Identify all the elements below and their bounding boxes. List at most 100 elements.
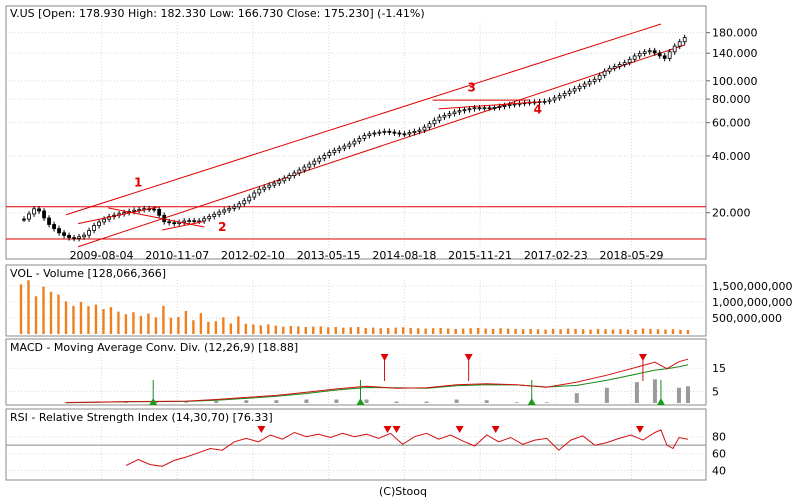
volume-bar: [222, 317, 225, 334]
volume-bar: [634, 329, 637, 334]
volume-bar: [671, 329, 675, 334]
rsi-ytick-label: 40: [712, 465, 726, 478]
volume-bar: [27, 280, 30, 334]
volume-bar: [372, 327, 375, 334]
candle-body: [437, 116, 442, 121]
x-tick-label: 2010-11-07: [145, 249, 209, 262]
candle-body: [227, 208, 232, 211]
volume-bar: [387, 327, 390, 334]
candle-body: [497, 106, 502, 108]
candle-body: [232, 206, 237, 209]
volume-bar: [679, 329, 682, 334]
candle-body: [152, 208, 157, 211]
rsi-panel-frame: [5, 408, 707, 481]
volume-bar: [604, 329, 607, 334]
candle-body: [657, 52, 662, 57]
volume-bar: [431, 328, 435, 334]
candle-body: [602, 70, 607, 76]
price-ytick-label: 80.000: [712, 93, 751, 106]
volume-bar: [461, 328, 465, 334]
volume-bar: [686, 329, 690, 334]
candle-body: [312, 160, 317, 165]
rsi-overbought-marker: [455, 426, 464, 433]
volume-bar: [514, 328, 517, 334]
volume-panel-frame: [5, 264, 707, 337]
volume-bar: [357, 326, 360, 334]
volume-bar: [536, 329, 540, 334]
trend-segment: [438, 101, 541, 110]
candle-body: [302, 166, 307, 171]
volume-bar: [207, 321, 210, 334]
macd-histogram-bar: [64, 402, 69, 403]
candle-body: [592, 78, 597, 83]
candle-body: [487, 107, 492, 110]
candle-body: [662, 55, 667, 59]
volume-bar: [117, 311, 120, 334]
candle-body: [407, 132, 412, 135]
volume-bar: [94, 304, 98, 334]
trend-annotation-label: 1: [134, 176, 142, 190]
volume-bar: [491, 328, 495, 334]
candle-body: [337, 147, 342, 151]
candle-body: [477, 107, 482, 110]
volume-bar: [282, 326, 285, 334]
candle-body: [287, 175, 292, 179]
candle-body: [672, 45, 677, 53]
volume-bar: [259, 325, 263, 334]
macd-histogram-bar: [685, 386, 690, 403]
candle-body: [242, 200, 247, 205]
candle-body: [417, 129, 422, 132]
volume-bar: [416, 328, 420, 334]
volume-bar: [102, 309, 105, 334]
macd-histogram-bar: [454, 399, 459, 403]
candle-body: [87, 230, 91, 236]
candle-body: [502, 105, 507, 107]
candle-body: [442, 114, 447, 118]
candle-body: [322, 155, 327, 159]
volume-bar: [649, 328, 652, 334]
volume-bar: [484, 328, 487, 334]
rsi-ytick-label: 80: [712, 431, 726, 444]
candle-body: [327, 152, 332, 156]
candle-body: [637, 53, 642, 57]
candle-body: [377, 131, 382, 134]
candle-body: [222, 209, 227, 213]
candle-body: [652, 50, 657, 54]
volume-ytick-label: 500,000,000: [712, 312, 782, 325]
price-panel-title: V.US [Open: 178.930 High: 182.330 Low: 1…: [10, 7, 425, 20]
candle-body: [427, 123, 432, 128]
candle-body: [92, 225, 96, 231]
volume-bar: [476, 327, 480, 334]
candle-body: [352, 140, 357, 145]
volume-bar: [169, 317, 173, 334]
candle-body: [622, 62, 627, 65]
macd-sell-marker: [638, 354, 647, 361]
macd-histogram-bar: [214, 400, 219, 403]
price-ytick-label: 100.000: [712, 75, 758, 88]
volume-bar: [446, 328, 450, 334]
volume-bar: [619, 329, 622, 334]
rsi-ytick-label: 60: [712, 448, 726, 461]
volume-bar: [499, 328, 502, 334]
volume-bar: [139, 316, 143, 334]
candle-body: [267, 184, 272, 188]
volume-bar: [566, 328, 570, 334]
volume-bar: [581, 329, 585, 334]
macd-histogram-bar: [154, 402, 159, 403]
macd-histogram-bar: [676, 387, 681, 403]
volume-bar: [192, 320, 195, 334]
candle-body: [217, 211, 222, 215]
volume-bar: [402, 327, 405, 334]
volume-bar: [327, 327, 330, 334]
candle-body: [557, 95, 562, 99]
volume-bar: [394, 327, 397, 334]
trend-segment: [78, 206, 160, 225]
volume-bar: [409, 327, 412, 334]
candle-body: [397, 132, 402, 135]
volume-bar: [184, 310, 188, 334]
macd-histogram-bar: [604, 387, 609, 403]
candle-body: [627, 58, 632, 64]
volume-bar: [229, 323, 233, 334]
macd-histogram-bar: [424, 401, 429, 403]
